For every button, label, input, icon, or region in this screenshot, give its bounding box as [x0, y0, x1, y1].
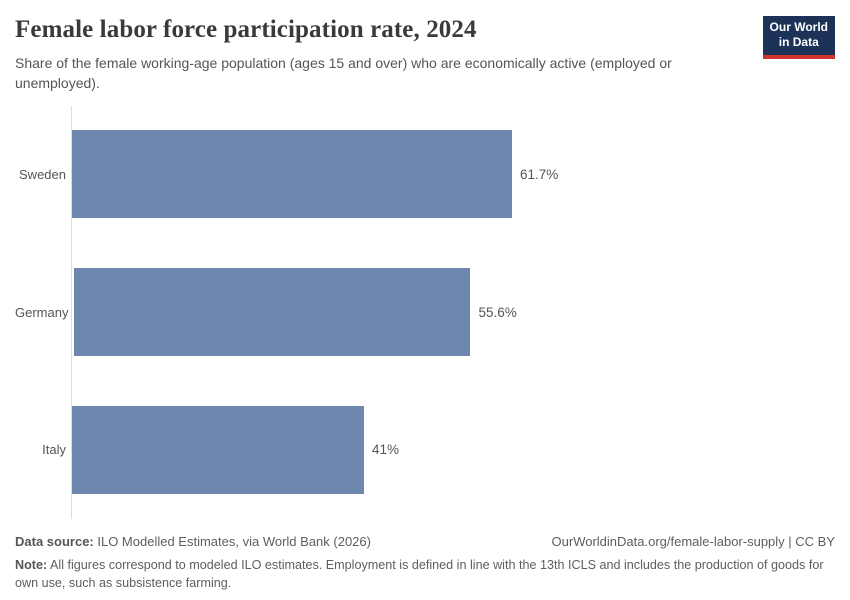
data-source-text: ILO Modelled Estimates, via World Bank (…: [93, 533, 371, 549]
page-subtitle: Share of the female working-age populati…: [15, 55, 672, 92]
value-label: 61.7%: [520, 166, 559, 182]
value-label: 41%: [372, 442, 400, 458]
footer-note: Note: All figures correspond to modeled …: [15, 556, 835, 594]
data-source-label: Data source:: [15, 533, 94, 549]
footer-top: Data source: ILO Modelled Estimates, via…: [15, 534, 835, 549]
header-titles: Female labor force participation rate, 2…: [15, 16, 727, 94]
note-text: All figures correspond to modeled ILO es…: [15, 557, 824, 591]
data-source-line: Data source: ILO Modelled Estimates, via…: [15, 534, 371, 549]
bar[interactable]: [72, 130, 512, 219]
owid-logo-line2: in Data: [778, 35, 819, 50]
owid-logo[interactable]: Our World in Data: [762, 16, 835, 59]
bar-rows: Sweden 61.7% Germany 55.6% Italy 41%: [15, 106, 835, 519]
chart-footer: Data source: ILO Modelled Estimates, via…: [15, 534, 835, 594]
category-label: Italy: [42, 442, 66, 458]
bar-chart: Sweden 61.7% Germany 55.6% Italy 41%: [15, 105, 835, 519]
note-label: Note:: [15, 557, 48, 572]
chart-header: Female labor force participation rate, 2…: [0, 0, 850, 94]
page-title: Female labor force participation rate, 2…: [15, 16, 477, 43]
owid-logo-line1: Our World: [769, 20, 828, 34]
category-label: Germany: [15, 304, 69, 320]
owid-url-link[interactable]: OurWorldinData.org/female-labor-supply |…: [551, 533, 835, 549]
bar[interactable]: [72, 405, 364, 494]
value-label: 55.6%: [478, 304, 517, 320]
bar-row: Germany 55.6%: [15, 243, 835, 381]
bar-row: Italy 41%: [15, 381, 835, 519]
bar-row: Sweden 61.7%: [15, 106, 835, 244]
category-label: Sweden: [19, 166, 66, 182]
y-axis-line: [71, 105, 72, 519]
bar[interactable]: [74, 268, 471, 357]
